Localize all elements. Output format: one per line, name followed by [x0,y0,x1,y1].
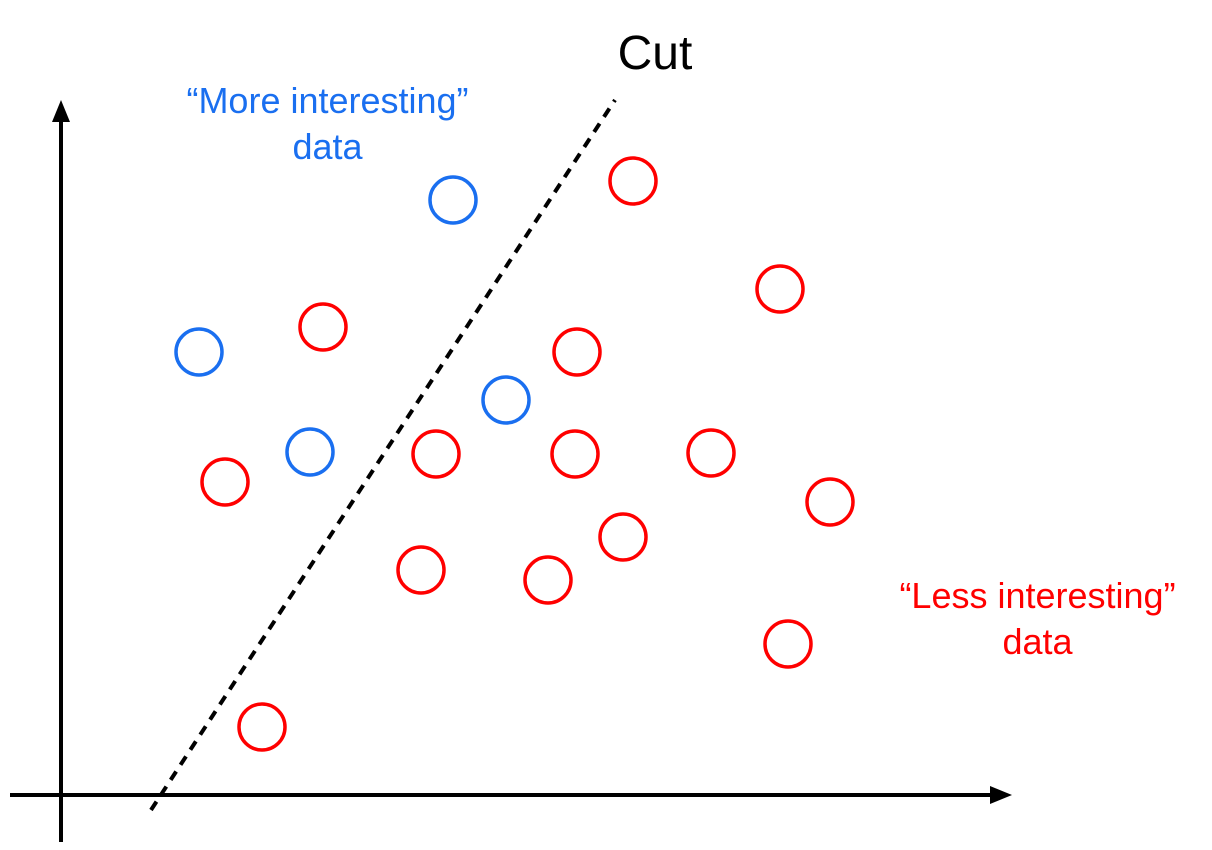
less-interesting-label: “Less interesting” data [860,573,1212,665]
less-interesting-label-line2: data [1002,621,1073,662]
more-interesting-point [481,375,531,425]
less-interesting-point [763,619,813,669]
more-interesting-label-line2: data [292,126,363,167]
more-interesting-point [174,327,224,377]
more-interesting-label-line1: “More interesting” [186,80,469,121]
more-interesting-point [428,175,478,225]
cut-line [149,98,617,812]
less-interesting-point [523,555,573,605]
cut-label: Cut [617,27,693,80]
less-interesting-point [805,477,855,527]
less-interesting-point [686,428,736,478]
less-interesting-point [550,429,600,479]
less-interesting-point [237,702,287,752]
less-interesting-point [200,457,250,507]
more-interesting-label: “More interesting” data [150,78,505,170]
less-interesting-point [552,327,602,377]
less-interesting-point [755,264,805,314]
less-interesting-point [411,429,461,479]
less-interesting-label-line1: “Less interesting” [899,575,1176,616]
y-axis-arrow-icon [52,100,70,122]
less-interesting-point [598,512,648,562]
less-interesting-point [608,156,658,206]
less-interesting-point [298,302,348,352]
more-interesting-point [285,427,335,477]
less-interesting-point [396,545,446,595]
x-axis-arrow-icon [990,786,1012,804]
